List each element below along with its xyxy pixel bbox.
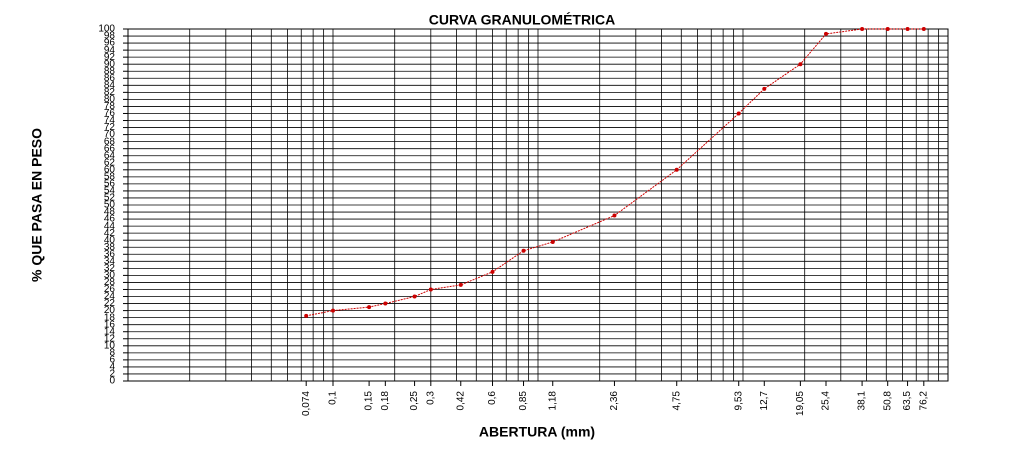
x-tick-label: 0,1 (328, 391, 339, 405)
x-tick-label: 76,2 (918, 391, 929, 411)
plot-frame (127, 28, 949, 382)
x-tick-label: 4,75 (671, 391, 682, 411)
y-tick-label: 34 (104, 256, 116, 267)
data-point (921, 27, 926, 31)
data-point (736, 111, 741, 116)
x-tick-label: 9,53 (733, 391, 744, 411)
x-tick-label: 0,18 (380, 391, 391, 411)
y-tick-label: 76 (104, 108, 116, 119)
y-tick-label: 42 (104, 228, 116, 239)
y-tick-label: 20 (104, 305, 116, 316)
y-tick-label: 24 (104, 291, 116, 302)
data-point (521, 248, 526, 253)
x-tick-label: 38,1 (857, 391, 868, 411)
y-tick-label: 54 (104, 186, 116, 197)
y-tick-label: 12 (104, 333, 116, 344)
data-point (674, 167, 679, 172)
y-tick-label: 26 (104, 284, 116, 295)
data-point (304, 313, 309, 318)
y-tick-label: 36 (104, 249, 116, 260)
x-axis-label: ABERTURA (mm) (479, 424, 595, 440)
data-point (412, 294, 417, 299)
x-tick-label: 2,36 (609, 391, 620, 411)
y-tick-label: 10 (104, 340, 116, 351)
y-tick-label: 78 (104, 101, 116, 112)
y-tick-label: 62 (104, 157, 116, 168)
y-tick-label: 40 (104, 235, 116, 246)
y-tick-label: 2 (109, 369, 115, 380)
y-tick-label: 82 (104, 87, 116, 98)
y-tick-label: 6 (109, 355, 115, 366)
x-tick-label: 0,3 (425, 391, 436, 405)
data-point (798, 62, 803, 67)
y-axis-label: % QUE PASA EN PESO (29, 128, 45, 282)
y-tick-label: 92 (104, 52, 116, 63)
x-tick-label: 1,18 (547, 391, 558, 411)
data-point (612, 213, 617, 218)
y-tick-label: 98 (104, 31, 116, 42)
y-tick-label: 14 (104, 326, 116, 337)
x-tick-label: 63,5 (902, 391, 913, 411)
x-tick-label: 0,42 (455, 391, 466, 411)
y-tick-label: 90 (104, 59, 116, 70)
y-tick-label: 74 (104, 115, 116, 126)
x-tick-label: 50,8 (882, 391, 893, 411)
y-tick-label: 68 (104, 136, 116, 147)
y-tick-label: 48 (104, 207, 116, 218)
y-tick-label: 66 (104, 143, 116, 154)
y-tick-label: 72 (104, 122, 116, 133)
data-point (905, 27, 910, 31)
data-line (306, 28, 924, 317)
y-tick-label: 84 (104, 80, 116, 91)
y-tick-label: 60 (104, 164, 116, 175)
y-tick-label: 16 (104, 319, 116, 330)
y-tick-label: 100 (98, 24, 115, 35)
y-tick-label: 30 (104, 270, 116, 281)
data-point (762, 86, 767, 91)
y-tick-label: 56 (104, 179, 116, 190)
y-tick-label: 8 (109, 347, 115, 358)
data-point (331, 308, 335, 313)
y-tick-label: 88 (104, 66, 116, 77)
chart-title: CURVA GRANULOMÉTRICA (429, 12, 615, 28)
x-tick-label: 0,15 (364, 391, 375, 411)
y-tick-label: 18 (104, 312, 116, 323)
y-tick-label: 52 (104, 193, 116, 204)
y-tick-label: 58 (104, 171, 116, 182)
y-tick-label: 0 (109, 376, 115, 387)
x-tick-label: 0,25 (409, 391, 420, 411)
x-tick-label: 25,4 (821, 391, 832, 411)
x-tick-label: 0,074 (301, 391, 312, 416)
y-tick-label: 44 (104, 221, 116, 232)
data-point (367, 305, 372, 310)
y-tick-label: 86 (104, 73, 116, 84)
x-tick-label: 12,7 (759, 391, 770, 411)
y-tick-label: 22 (104, 298, 116, 309)
y-tick-label: 64 (104, 150, 116, 161)
x-tick-label: 0,85 (518, 391, 529, 411)
x-tick-label: 0,6 (487, 391, 498, 405)
y-tick-label: 70 (104, 129, 116, 140)
data-point (490, 269, 495, 274)
y-tick-label: 50 (104, 200, 116, 211)
data-point (550, 239, 555, 244)
y-tick-label: 94 (104, 45, 116, 56)
y-tick-label: 28 (104, 277, 116, 288)
data-point (383, 301, 388, 306)
x-tick-label: 19,05 (795, 391, 806, 416)
y-tick-label: 46 (104, 214, 116, 225)
y-tick-label: 38 (104, 242, 116, 253)
data-point (823, 31, 828, 36)
y-tick-label: 96 (104, 38, 116, 49)
data-point (885, 27, 890, 31)
data-point (860, 27, 865, 31)
y-tick-label: 32 (104, 263, 116, 274)
y-tick-label: 4 (109, 362, 115, 373)
data-point (458, 282, 463, 287)
data-point (428, 287, 433, 292)
y-tick-label: 80 (104, 94, 116, 105)
